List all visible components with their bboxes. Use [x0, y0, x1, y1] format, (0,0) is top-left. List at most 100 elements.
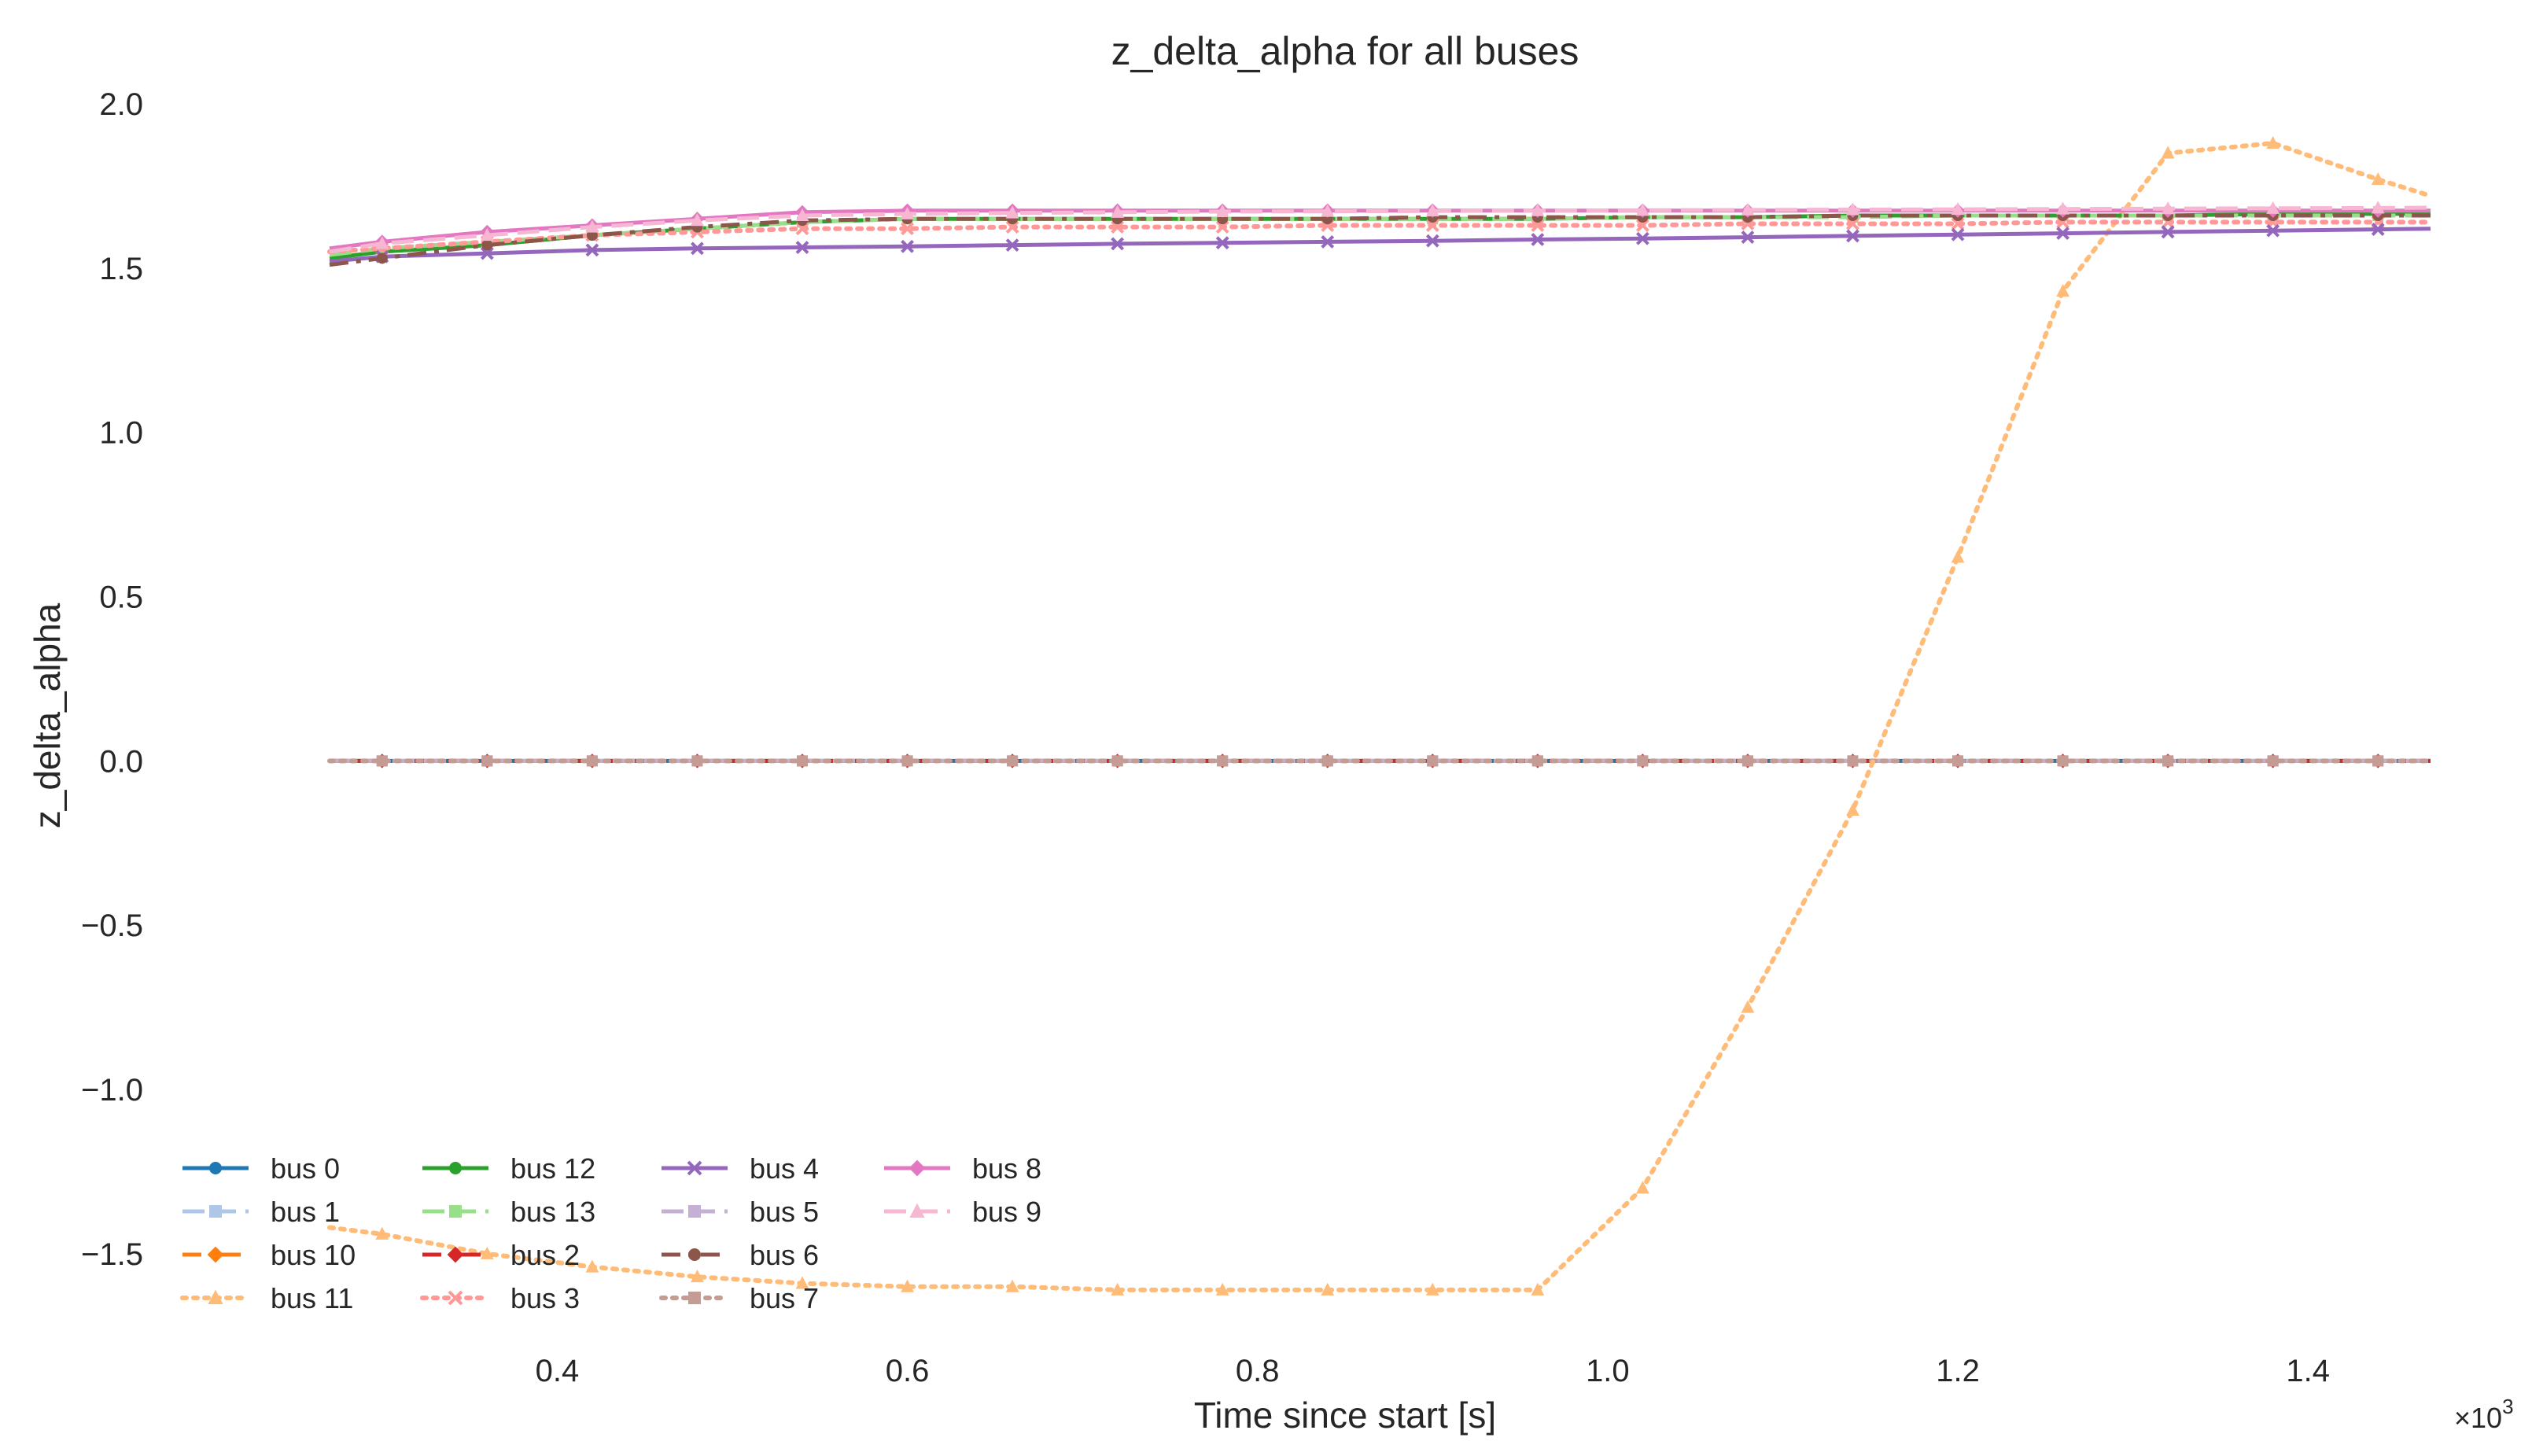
data-point-bus-4: [480, 246, 494, 260]
legend-item-bus-6: bus 6: [662, 1239, 819, 1271]
data-point-bus-9: [1531, 203, 1545, 216]
data-point-bus-11: [1425, 1282, 1439, 1296]
data-point-bus-3: [901, 222, 914, 236]
data-point-bus-11: [1215, 1282, 1229, 1296]
legend-marker: [447, 1246, 464, 1263]
legend-label: bus 4: [750, 1152, 819, 1185]
legend-marker: [207, 1246, 224, 1263]
data-point-bus-11: [691, 1270, 704, 1283]
x-tick-label: 0.4: [536, 1354, 580, 1388]
x-tick-label: 1.2: [1936, 1354, 1980, 1388]
legend-marker: [449, 1162, 462, 1174]
y-tick-label: 2.0: [99, 87, 143, 122]
data-point-bus-4: [1215, 236, 1229, 250]
legend-label: bus 8: [972, 1152, 1041, 1185]
data-point-bus-11: [585, 1259, 599, 1273]
data-point-bus-11: [2056, 283, 2069, 297]
legend-marker: [688, 1205, 701, 1218]
data-point-bus-4: [2266, 223, 2280, 238]
data-point-bus-3: [1846, 217, 1859, 230]
data-point-bus-7: [376, 755, 388, 767]
y-axis-ticks: 2.0 1.5 1.0 0.5 0.0 −0.5 −1.0 −1.5: [81, 87, 143, 1272]
data-point-bus-7: [901, 755, 913, 767]
y-tick-label: 0.5: [99, 581, 143, 615]
legend-label: bus 5: [750, 1196, 819, 1228]
data-point-bus-3: [1531, 219, 1545, 232]
legend-item-bus-0: bus 0: [182, 1152, 340, 1185]
data-point-bus-7: [797, 755, 808, 767]
data-point-bus-9: [375, 236, 389, 249]
x-axis-multiplier: ×103: [2454, 1395, 2514, 1434]
data-point-bus-9: [1005, 205, 1019, 219]
legend-label: bus 0: [271, 1152, 340, 1185]
data-point-bus-11: [1846, 802, 1859, 816]
data-point-bus-11: [2371, 171, 2385, 186]
data-point-bus-9: [1846, 202, 1859, 216]
data-point-bus-4: [1425, 234, 1439, 248]
legend-label: bus 7: [750, 1282, 819, 1314]
data-point-bus-4: [1531, 233, 1545, 246]
data-point-bus-9: [901, 206, 914, 219]
legend-label: bus 10: [271, 1239, 356, 1271]
data-point-bus-6: [376, 252, 388, 264]
data-point-bus-4: [585, 243, 599, 257]
series-line-bus-3: [327, 219, 2433, 254]
data-point-bus-7: [1741, 755, 1753, 767]
legend-label: bus 11: [271, 1282, 353, 1314]
legend-item-bus-7: bus 7: [659, 1282, 819, 1314]
series-bus-11: [327, 136, 2433, 1296]
series-line-bus-6: [329, 213, 2431, 267]
legend-marker: [688, 1292, 701, 1304]
data-point-bus-4: [1111, 237, 1125, 251]
data-point-bus-11: [2266, 136, 2280, 149]
data-point-bus-4: [1635, 231, 1649, 245]
y-tick-label: 1.5: [99, 252, 143, 286]
data-point-bus-7: [691, 755, 703, 767]
data-point-bus-7: [2162, 755, 2174, 767]
legend-item-bus-3: bus 3: [420, 1282, 580, 1314]
data-point-bus-3: [1951, 217, 1965, 230]
legend: bus 0 bus 1 bus 10 bus 11 bus 12 bus 13 bus 2 b…: [180, 1152, 1041, 1314]
series-line-bus-9: [329, 205, 2431, 254]
data-point-bus-7: [2267, 755, 2279, 767]
x-tick-label: 0.8: [1236, 1354, 1280, 1388]
data-point-bus-7: [481, 755, 493, 767]
data-point-bus-3: [1635, 219, 1649, 232]
x-axis-label: Time since start [s]: [1194, 1395, 1496, 1436]
data-point-bus-11: [1005, 1279, 1019, 1292]
legend-marker: [208, 1289, 223, 1304]
data-point-bus-3: [1425, 219, 1439, 232]
legend-label: bus 13: [510, 1196, 595, 1228]
y-axis-label: z_delta_alpha: [27, 603, 68, 828]
legend-item-bus-4: bus 4: [662, 1152, 819, 1185]
data-point-bus-9: [1111, 205, 1125, 218]
legend-item-bus-10: bus 10: [182, 1239, 356, 1271]
data-point-bus-7: [1847, 755, 1859, 767]
data-point-bus-11: [2161, 146, 2175, 159]
data-point-bus-4: [1321, 235, 1335, 249]
data-point-bus-4: [1005, 238, 1019, 252]
data-point-bus-11: [1111, 1282, 1125, 1296]
data-point-bus-9: [795, 208, 809, 222]
x-tick-label: 1.0: [1586, 1354, 1630, 1388]
data-point-bus-7: [2372, 755, 2384, 767]
data-point-bus-4: [1846, 229, 1859, 243]
x-tick-label: 0.6: [886, 1354, 930, 1388]
data-point-bus-9: [2371, 201, 2385, 214]
x-axis-ticks: 0.4 0.6 0.8 1.0 1.2 1.4: [536, 1354, 2330, 1388]
legend-item-bus-8: bus 8: [884, 1152, 1041, 1185]
data-point-bus-4: [901, 239, 914, 253]
data-point-bus-7: [1321, 755, 1333, 767]
y-tick-label: −1.5: [81, 1237, 143, 1272]
data-point-bus-4: [2056, 227, 2069, 240]
y-tick-label: 1.0: [99, 416, 143, 451]
data-point-bus-11: [1951, 550, 1965, 563]
data-point-bus-9: [1321, 204, 1335, 217]
data-point-bus-6: [481, 239, 493, 251]
y-tick-label: −1.0: [81, 1073, 143, 1108]
data-point-bus-11: [901, 1279, 914, 1292]
legend-marker: [449, 1205, 462, 1218]
data-point-bus-7: [586, 755, 598, 767]
data-point-bus-9: [1425, 204, 1439, 217]
series-line-bus-4: [329, 227, 2431, 264]
